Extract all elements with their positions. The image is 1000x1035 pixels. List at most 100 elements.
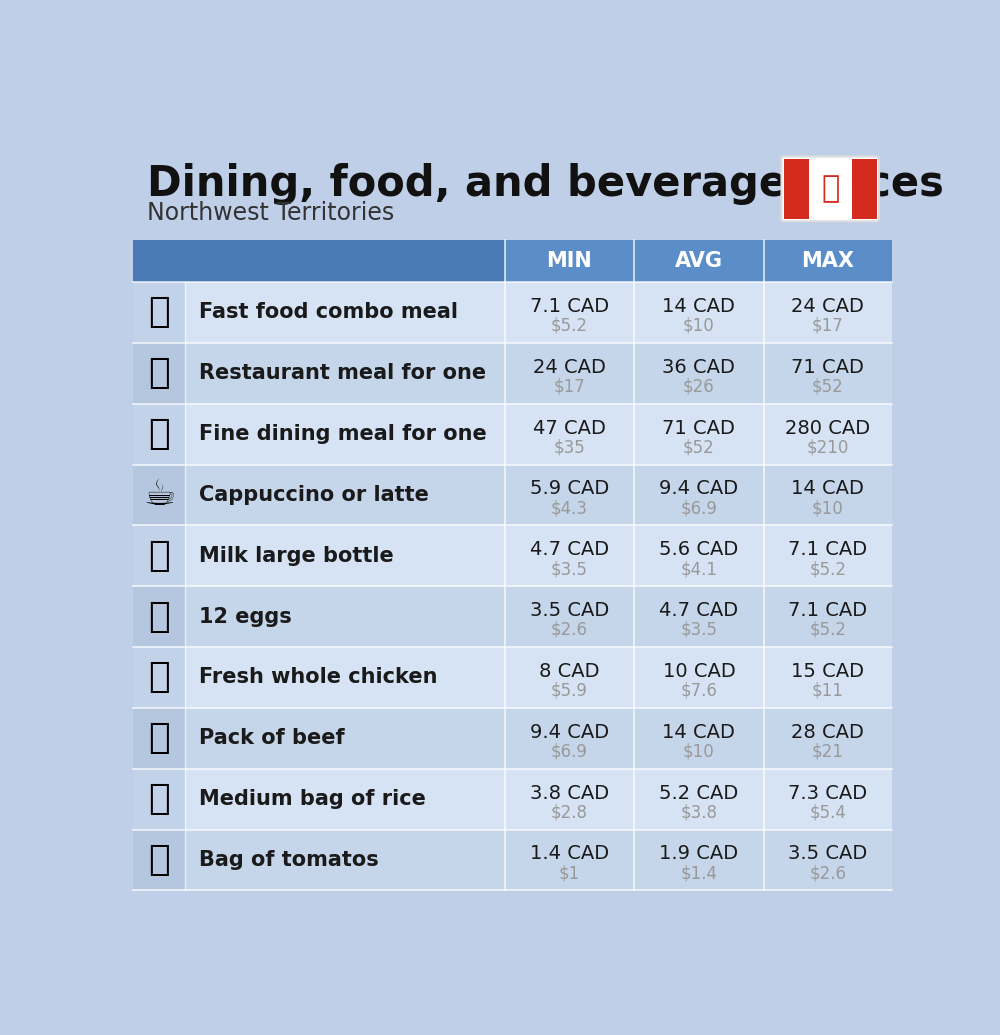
Text: $1.4: $1.4 [680, 864, 717, 882]
Text: 36 CAD: 36 CAD [662, 358, 735, 377]
Text: 28 CAD: 28 CAD [791, 722, 864, 742]
Text: 9.4 CAD: 9.4 CAD [659, 479, 738, 499]
Text: $21: $21 [812, 743, 844, 761]
Text: $3.5: $3.5 [551, 560, 588, 579]
Bar [133, 283, 892, 343]
FancyBboxPatch shape [781, 156, 879, 221]
Text: Fine dining meal for one: Fine dining meal for one [199, 424, 487, 444]
Text: 10 CAD: 10 CAD [663, 661, 735, 681]
Text: $6.9: $6.9 [551, 743, 588, 761]
Text: Pack of beef: Pack of beef [199, 729, 345, 748]
Text: AVG: AVG [675, 250, 723, 271]
Text: 14 CAD: 14 CAD [662, 297, 735, 316]
Text: Medium bag of rice: Medium bag of rice [199, 789, 426, 809]
Bar [784, 158, 809, 219]
Text: $17: $17 [554, 378, 585, 395]
Bar [133, 586, 185, 647]
Text: $5.9: $5.9 [551, 682, 588, 700]
Text: $2.8: $2.8 [551, 803, 588, 822]
Bar [133, 404, 892, 465]
Text: $2.6: $2.6 [809, 864, 846, 882]
Text: 3.5 CAD: 3.5 CAD [530, 601, 609, 620]
Text: $5.2: $5.2 [809, 560, 846, 579]
Text: $11: $11 [812, 682, 844, 700]
Text: Milk large bottle: Milk large bottle [199, 545, 394, 566]
Text: 71 CAD: 71 CAD [662, 418, 735, 438]
Text: $10: $10 [683, 317, 715, 335]
Bar [133, 586, 892, 647]
Text: 9.4 CAD: 9.4 CAD [530, 722, 609, 742]
Bar [133, 708, 892, 769]
Text: Northwest Territories: Northwest Territories [147, 201, 394, 226]
Text: 🍅: 🍅 [148, 842, 170, 877]
Text: $4.3: $4.3 [551, 499, 588, 518]
Bar [133, 708, 185, 769]
Bar [133, 647, 185, 708]
Bar [133, 769, 185, 829]
Text: 1.4 CAD: 1.4 CAD [530, 845, 609, 863]
Text: 7.1 CAD: 7.1 CAD [788, 540, 867, 559]
Text: $210: $210 [807, 439, 849, 456]
Text: $7.6: $7.6 [680, 682, 717, 700]
Text: Cappuccino or latte: Cappuccino or latte [199, 485, 429, 505]
Text: 15 CAD: 15 CAD [791, 661, 864, 681]
Text: 🍽: 🍽 [148, 417, 170, 451]
Text: $5.4: $5.4 [809, 803, 846, 822]
Bar [133, 526, 185, 586]
Bar [133, 240, 185, 283]
Text: 8 CAD: 8 CAD [539, 661, 600, 681]
Text: $35: $35 [554, 439, 585, 456]
Text: 7.1 CAD: 7.1 CAD [788, 601, 867, 620]
Text: 71 CAD: 71 CAD [791, 358, 864, 377]
Bar [133, 769, 892, 829]
Text: 4.7 CAD: 4.7 CAD [659, 601, 738, 620]
Text: 🥚: 🥚 [148, 599, 170, 633]
Bar [133, 343, 892, 404]
Text: 🥛: 🥛 [148, 539, 170, 572]
Text: 3.5 CAD: 3.5 CAD [788, 845, 868, 863]
Text: 280 CAD: 280 CAD [785, 418, 870, 438]
Text: $1: $1 [559, 864, 580, 882]
Text: $10: $10 [812, 499, 844, 518]
Text: $5.2: $5.2 [809, 621, 846, 639]
Text: Restaurant meal for one: Restaurant meal for one [199, 363, 487, 383]
Text: 🐔: 🐔 [148, 660, 170, 694]
Text: Fast food combo meal: Fast food combo meal [199, 302, 458, 323]
Text: Bag of tomatos: Bag of tomatos [199, 850, 379, 870]
Text: $2.6: $2.6 [551, 621, 588, 639]
Text: $10: $10 [683, 743, 715, 761]
Text: $52: $52 [683, 439, 715, 456]
Text: 7.3 CAD: 7.3 CAD [788, 783, 867, 802]
Bar [133, 647, 892, 708]
Text: 5.2 CAD: 5.2 CAD [659, 783, 739, 802]
Text: 5.6 CAD: 5.6 CAD [659, 540, 739, 559]
Bar [133, 283, 185, 343]
Text: $3.5: $3.5 [680, 621, 717, 639]
Bar [133, 526, 892, 586]
Bar [133, 240, 892, 283]
Text: $5.2: $5.2 [551, 317, 588, 335]
Text: 🥩: 🥩 [148, 721, 170, 756]
Text: 🍔: 🍔 [148, 295, 170, 329]
Text: Dining, food, and beverage prices: Dining, food, and beverage prices [147, 162, 944, 205]
Text: 🍚: 🍚 [148, 782, 170, 817]
Text: 24 CAD: 24 CAD [533, 358, 606, 377]
Text: $3.8: $3.8 [680, 803, 717, 822]
Text: 14 CAD: 14 CAD [791, 479, 864, 499]
Bar [133, 343, 185, 404]
Text: $52: $52 [812, 378, 844, 395]
Text: 1.9 CAD: 1.9 CAD [659, 845, 738, 863]
Bar [133, 465, 185, 526]
Text: MIN: MIN [547, 250, 592, 271]
Bar [852, 158, 877, 219]
Bar [133, 465, 892, 526]
Text: 47 CAD: 47 CAD [533, 418, 606, 438]
Text: 🍳: 🍳 [148, 356, 170, 390]
Text: $4.1: $4.1 [680, 560, 717, 579]
Text: 3.8 CAD: 3.8 CAD [530, 783, 609, 802]
Bar [185, 240, 505, 283]
Bar [133, 829, 185, 890]
Text: 24 CAD: 24 CAD [791, 297, 864, 316]
Bar [133, 829, 892, 890]
Bar [133, 404, 185, 465]
